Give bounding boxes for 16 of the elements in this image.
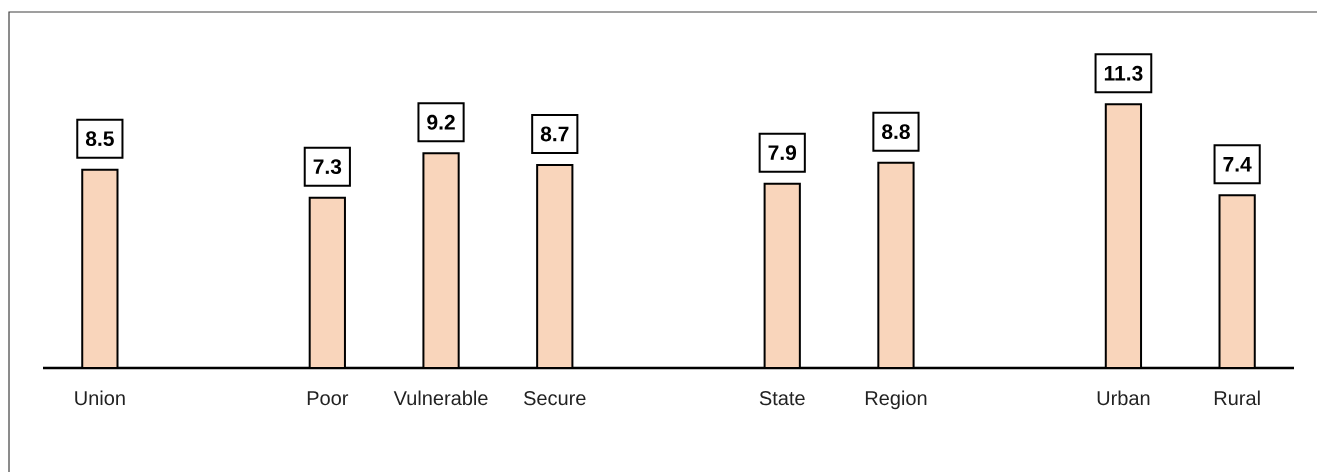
x-tick-label: Urban — [1097, 390, 1150, 406]
x-tick-label: Region — [865, 390, 927, 410]
data-label: 8.8 — [882, 124, 910, 140]
x-tick-label: Vulnerable — [393, 390, 488, 406]
data-label: 8.7 — [540, 126, 569, 142]
x-tick-label: Poor — [307, 391, 349, 406]
data-label: 11.3 — [1104, 65, 1143, 81]
data-label: 9.2 — [427, 114, 455, 130]
x-tick-label: Secure — [524, 391, 586, 406]
data-label: 7.3 — [313, 159, 342, 175]
x-tick-label: Union — [75, 390, 125, 406]
data-label: 7.4 — [1223, 157, 1252, 172]
data-label: 8.5 — [85, 131, 114, 147]
x-tick-label: State — [759, 391, 805, 406]
data-label: 7.9 — [768, 145, 797, 161]
x-tick-label: Rural — [1214, 390, 1260, 406]
